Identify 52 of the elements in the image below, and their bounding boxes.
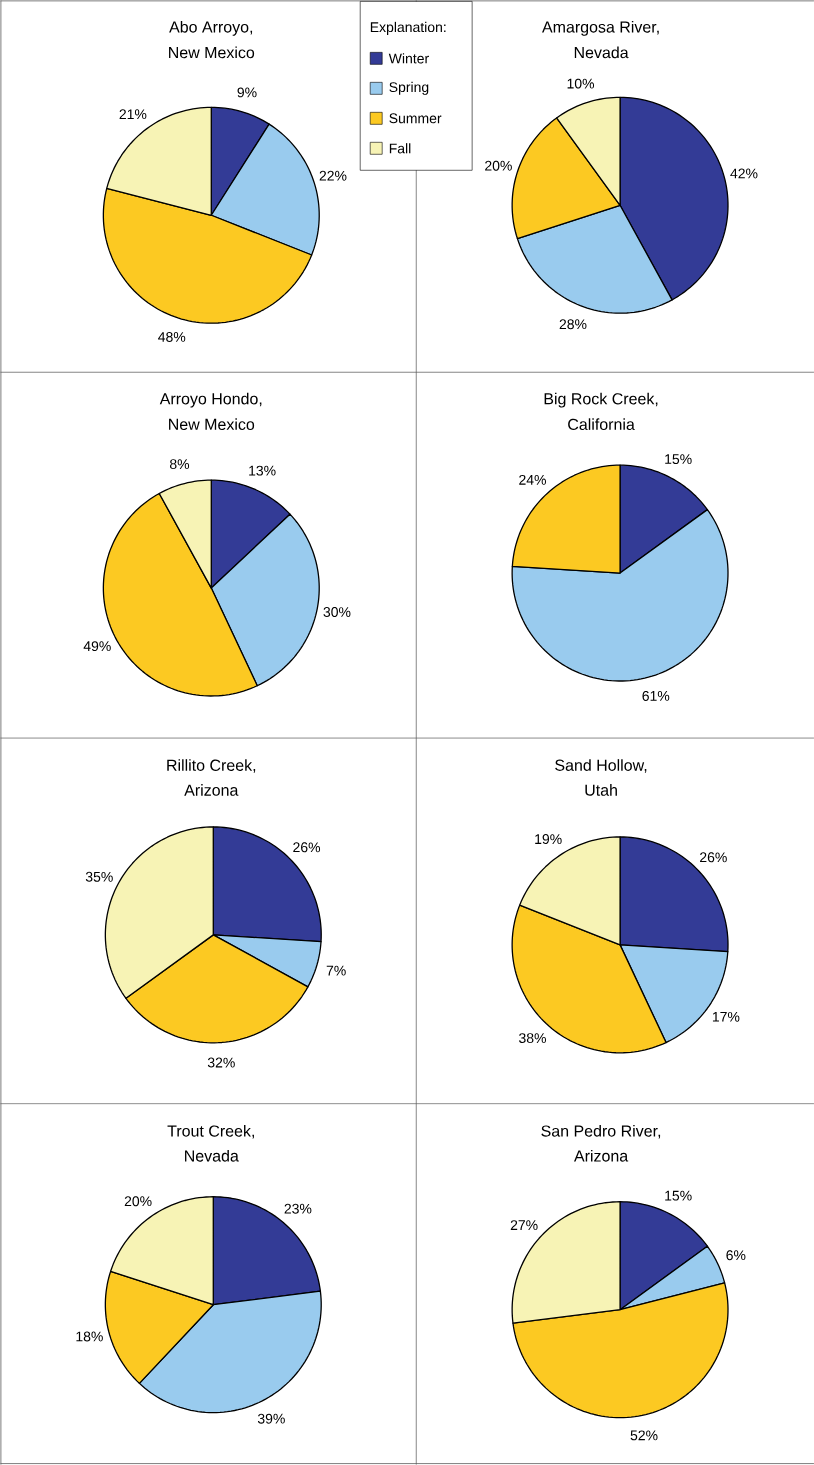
chart-subtitle: Utah <box>585 784 617 796</box>
data-label: 15% <box>665 454 692 465</box>
data-label: 8% <box>169 459 189 470</box>
data-label: 27% <box>510 1220 538 1230</box>
data-label: 6% <box>726 1250 746 1261</box>
chart-title: Amargosa River, <box>541 20 659 36</box>
chart-title: Trout Creek, <box>167 1124 254 1139</box>
data-label: 23% <box>284 1203 312 1214</box>
data-label: 49% <box>83 641 111 652</box>
legend-label: Winter <box>388 53 429 64</box>
data-label: 22% <box>319 170 347 181</box>
text: New Mexico <box>168 46 254 59</box>
chart-title: Big Rock Creek, <box>544 392 658 408</box>
legend-title: Explanation: <box>370 21 446 35</box>
data-label: 24% <box>519 474 546 485</box>
data-label: 61% <box>642 690 670 701</box>
data-label: 38% <box>518 1033 546 1044</box>
data-label: 30% <box>323 607 351 617</box>
data-label: 19% <box>535 834 562 845</box>
data-label: 48% <box>157 331 186 342</box>
data-label: 26% <box>293 842 320 853</box>
data-label: 15% <box>665 1190 692 1201</box>
data-label: 21% <box>119 109 147 120</box>
chart-subtitle: Nevada <box>184 1149 239 1162</box>
data-label: 10% <box>567 78 594 89</box>
chart-subtitle: Arizona <box>184 784 239 796</box>
chart-title: Rillito Creek, <box>167 759 255 773</box>
chart-title: Arroyo Hondo, <box>159 392 262 408</box>
data-label: 7% <box>326 965 346 976</box>
chart-title: Sand Hollow, <box>554 759 647 773</box>
data-label: 9% <box>237 87 257 98</box>
data-label: 35% <box>85 871 113 882</box>
legend-label: Fall <box>389 143 411 154</box>
text: Abo Arroyo, <box>168 20 252 36</box>
data-label: 26% <box>699 852 727 863</box>
data-label: 52% <box>630 1430 658 1441</box>
legend-label: Summer <box>389 113 442 124</box>
chart-subtitle: Nevada <box>574 46 629 59</box>
data-label: 32% <box>207 1057 235 1068</box>
data-label: 39% <box>257 1413 285 1424</box>
chart-subtitle: New Mexico <box>168 418 254 431</box>
chart-title: San Pedro River, <box>541 1124 660 1139</box>
data-label: 18% <box>76 1331 103 1342</box>
data-label: 42% <box>730 168 758 179</box>
data-label: 20% <box>484 160 512 171</box>
chart-subtitle: Arizona <box>573 1149 628 1162</box>
legend-label: Spring <box>389 81 429 95</box>
data-label: 28% <box>559 319 587 330</box>
chart-subtitle: California <box>567 418 635 431</box>
data-label: 20% <box>124 1196 152 1207</box>
data-label: 13% <box>248 465 276 476</box>
data-label: 17% <box>712 1011 740 1022</box>
